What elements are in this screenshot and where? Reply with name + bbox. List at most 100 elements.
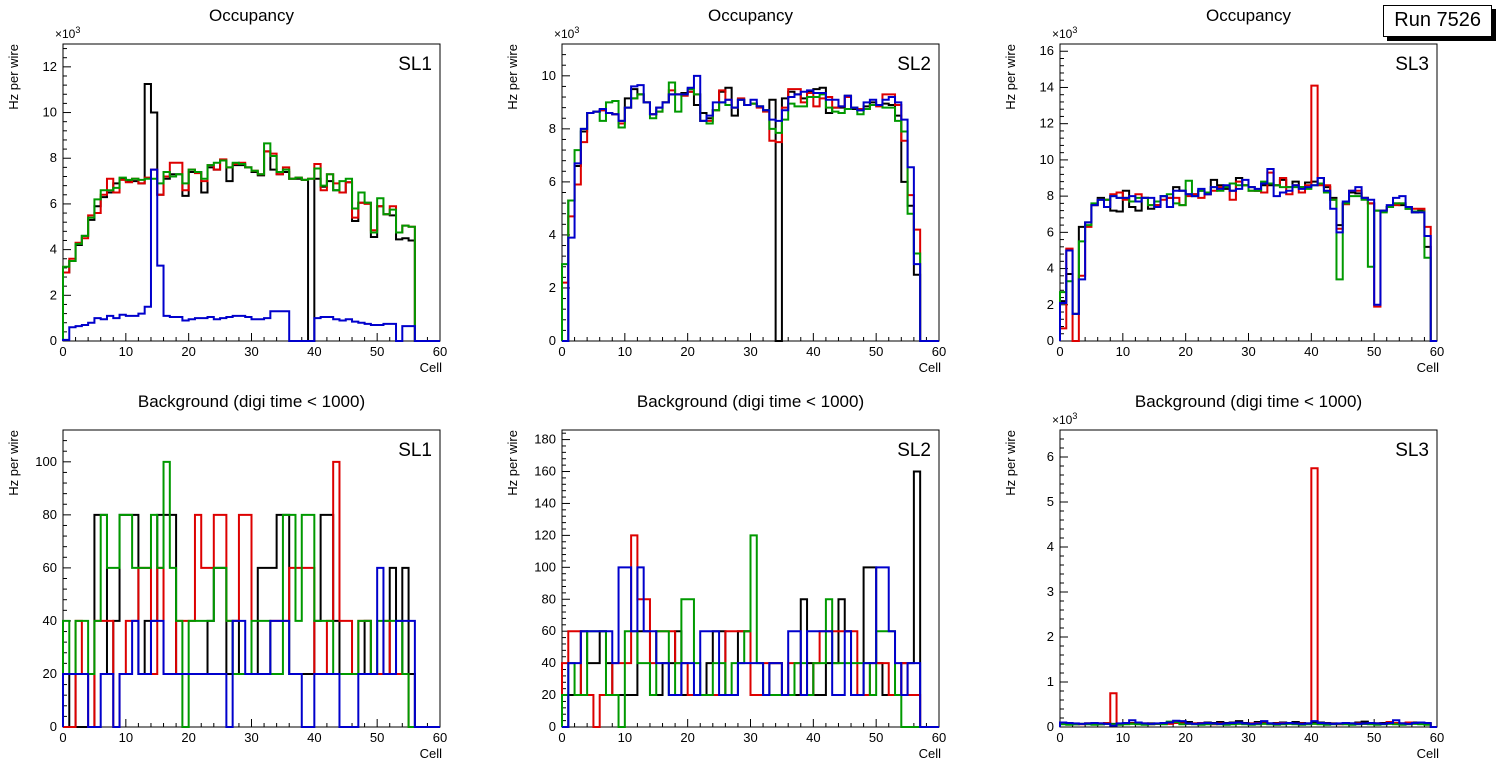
x-tick-label: 20	[1178, 730, 1192, 745]
panel-occupancy-sl1: 0 10 20 30 40 50 60 0 2 4 6 8 10 12 ×103 Hz per wire Cel…	[0, 0, 499, 386]
y-tick-label: 8	[50, 150, 57, 165]
x-tick-label: 40	[806, 730, 820, 745]
plot-frame	[1059, 429, 1438, 728]
chart-title: Occupancy	[1205, 6, 1292, 25]
panel-background-sl3: 0 10 20 30 40 50 60 0 1 2 3 4 5 6 ×103 Hz per wire Cell S…	[997, 386, 1496, 772]
panel-background-sl1: 0 10 20 30 40 50 60 0 20 40 60 80 100 Hz per wire Cell…	[0, 386, 499, 772]
y-axis-exponent: ×103	[55, 25, 80, 41]
y-tick-label: 6	[50, 196, 57, 211]
y-tick-label: 1	[1047, 674, 1054, 689]
x-tick-label: 10	[119, 730, 133, 745]
x-tick-label: 0	[59, 344, 66, 359]
y-tick-label: 6	[549, 174, 556, 189]
x-axis-title: Cell	[420, 360, 443, 375]
background-sl3-plot: 0 10 20 30 40 50 60 0 1 2 3 4 5 6 ×103 Hz per wire Cell S…	[1003, 411, 1444, 761]
y-tick-label: 0	[549, 333, 556, 348]
y-tick-label: 2	[50, 287, 57, 302]
y-tick-label: 5	[1047, 494, 1054, 509]
x-tick-label: 60	[433, 730, 447, 745]
series-blue	[62, 168, 440, 342]
chart-title: Occupancy	[707, 6, 794, 25]
y-tick-label: 4	[1047, 539, 1054, 554]
x-tick-label: 40	[806, 344, 820, 359]
panel-occupancy-sl2: 0 10 20 30 40 50 60 0 2 4 6 8 10 ×103 Hz per wire Cell S…	[499, 0, 998, 386]
occupancy-sl3-plot: 0 10 20 30 40 50 60 0 2 4 6 8 10 12 14 16 ×103 Hz per wir…	[1003, 25, 1444, 375]
x-axis-title: Cell	[1417, 746, 1440, 761]
chart-title: Background (digi time < 1000)	[137, 392, 366, 411]
y-tick-label: 0	[50, 719, 57, 734]
series-blue	[562, 74, 939, 342]
pad-label: SL3	[1395, 54, 1429, 75]
x-tick-label: 50	[869, 344, 883, 359]
y-tick-label: 40	[542, 655, 556, 670]
x-tick-label: 0	[59, 730, 66, 745]
x-tick-label: 20	[181, 344, 195, 359]
y-tick-label: 3	[1047, 584, 1054, 599]
y-tick-label: 2	[549, 280, 556, 295]
x-tick-label: 50	[370, 730, 384, 745]
chart-title: Background (digi time < 1000)	[636, 392, 865, 411]
pad-label: SL1	[398, 54, 432, 75]
y-tick-label: 12	[43, 59, 57, 74]
x-axis-title: Cell	[1417, 360, 1440, 375]
y-tick-label: 180	[534, 432, 556, 447]
y-tick-label: 160	[534, 464, 556, 479]
y-axis-title: Hz per wire	[505, 44, 520, 110]
x-tick-label: 60	[433, 344, 447, 359]
y-tick-label: 10	[1040, 152, 1054, 167]
y-tick-label: 8	[1047, 188, 1054, 203]
x-tick-label: 20	[1178, 344, 1192, 359]
y-tick-label: 60	[43, 560, 57, 575]
series-blue	[62, 566, 440, 728]
y-tick-label: 12	[1040, 116, 1054, 131]
x-tick-label: 40	[1304, 730, 1318, 745]
panel-occupancy-sl3: 0 10 20 30 40 50 60 0 2 4 6 8 10 12 14 16 ×103 Hz per wir…	[997, 0, 1496, 386]
y-axis-title: Hz per wire	[1003, 430, 1018, 496]
y-tick-label: 20	[542, 687, 556, 702]
x-tick-label: 50	[1367, 730, 1381, 745]
run-label: Run 7526	[1383, 5, 1492, 37]
y-tick-label: 6	[1047, 224, 1054, 239]
y-axis-title: Hz per wire	[1003, 44, 1018, 110]
chart-title: Background (digi time < 1000)	[1134, 392, 1363, 411]
x-tick-label: 60	[1430, 344, 1444, 359]
y-tick-label: 100	[534, 559, 556, 574]
x-tick-label: 0	[558, 344, 565, 359]
y-axis-exponent: ×103	[554, 25, 579, 41]
x-tick-label: 60	[932, 344, 946, 359]
x-tick-label: 40	[1304, 344, 1318, 359]
y-axis-title: Hz per wire	[6, 430, 21, 496]
y-tick-label: 2	[1047, 297, 1054, 312]
y-axis-exponent: ×103	[1052, 25, 1077, 41]
y-tick-label: 2	[1047, 629, 1054, 644]
y-tick-label: 140	[534, 495, 556, 510]
x-tick-label: 0	[1056, 344, 1063, 359]
x-tick-label: 30	[1241, 730, 1255, 745]
pad-label: SL3	[1395, 440, 1429, 461]
pad-label: SL1	[398, 440, 432, 461]
x-tick-label: 10	[1116, 730, 1130, 745]
x-tick-label: 30	[743, 344, 757, 359]
y-tick-label: 14	[1040, 79, 1054, 94]
y-tick-label: 10	[542, 68, 556, 83]
y-axis-title: Hz per wire	[505, 430, 520, 496]
y-axis-exponent: ×103	[1052, 411, 1077, 427]
series-blue	[1059, 719, 1437, 728]
x-tick-label: 20	[680, 344, 694, 359]
y-tick-label: 4	[1047, 261, 1054, 276]
series-blue	[562, 566, 939, 728]
y-tick-label: 80	[43, 507, 57, 522]
series-red	[1059, 467, 1437, 728]
x-tick-label: 20	[181, 730, 195, 745]
x-tick-label: 20	[680, 730, 694, 745]
x-tick-label: 10	[119, 344, 133, 359]
x-tick-label: 30	[244, 344, 258, 359]
series-blue	[1059, 167, 1437, 342]
series-green	[62, 142, 440, 342]
x-tick-label: 60	[1430, 730, 1444, 745]
y-tick-label: 0	[1047, 719, 1054, 734]
x-tick-label: 50	[869, 730, 883, 745]
x-tick-label: 50	[370, 344, 384, 359]
x-axis-title: Cell	[919, 746, 942, 761]
y-tick-label: 0	[1047, 333, 1054, 348]
